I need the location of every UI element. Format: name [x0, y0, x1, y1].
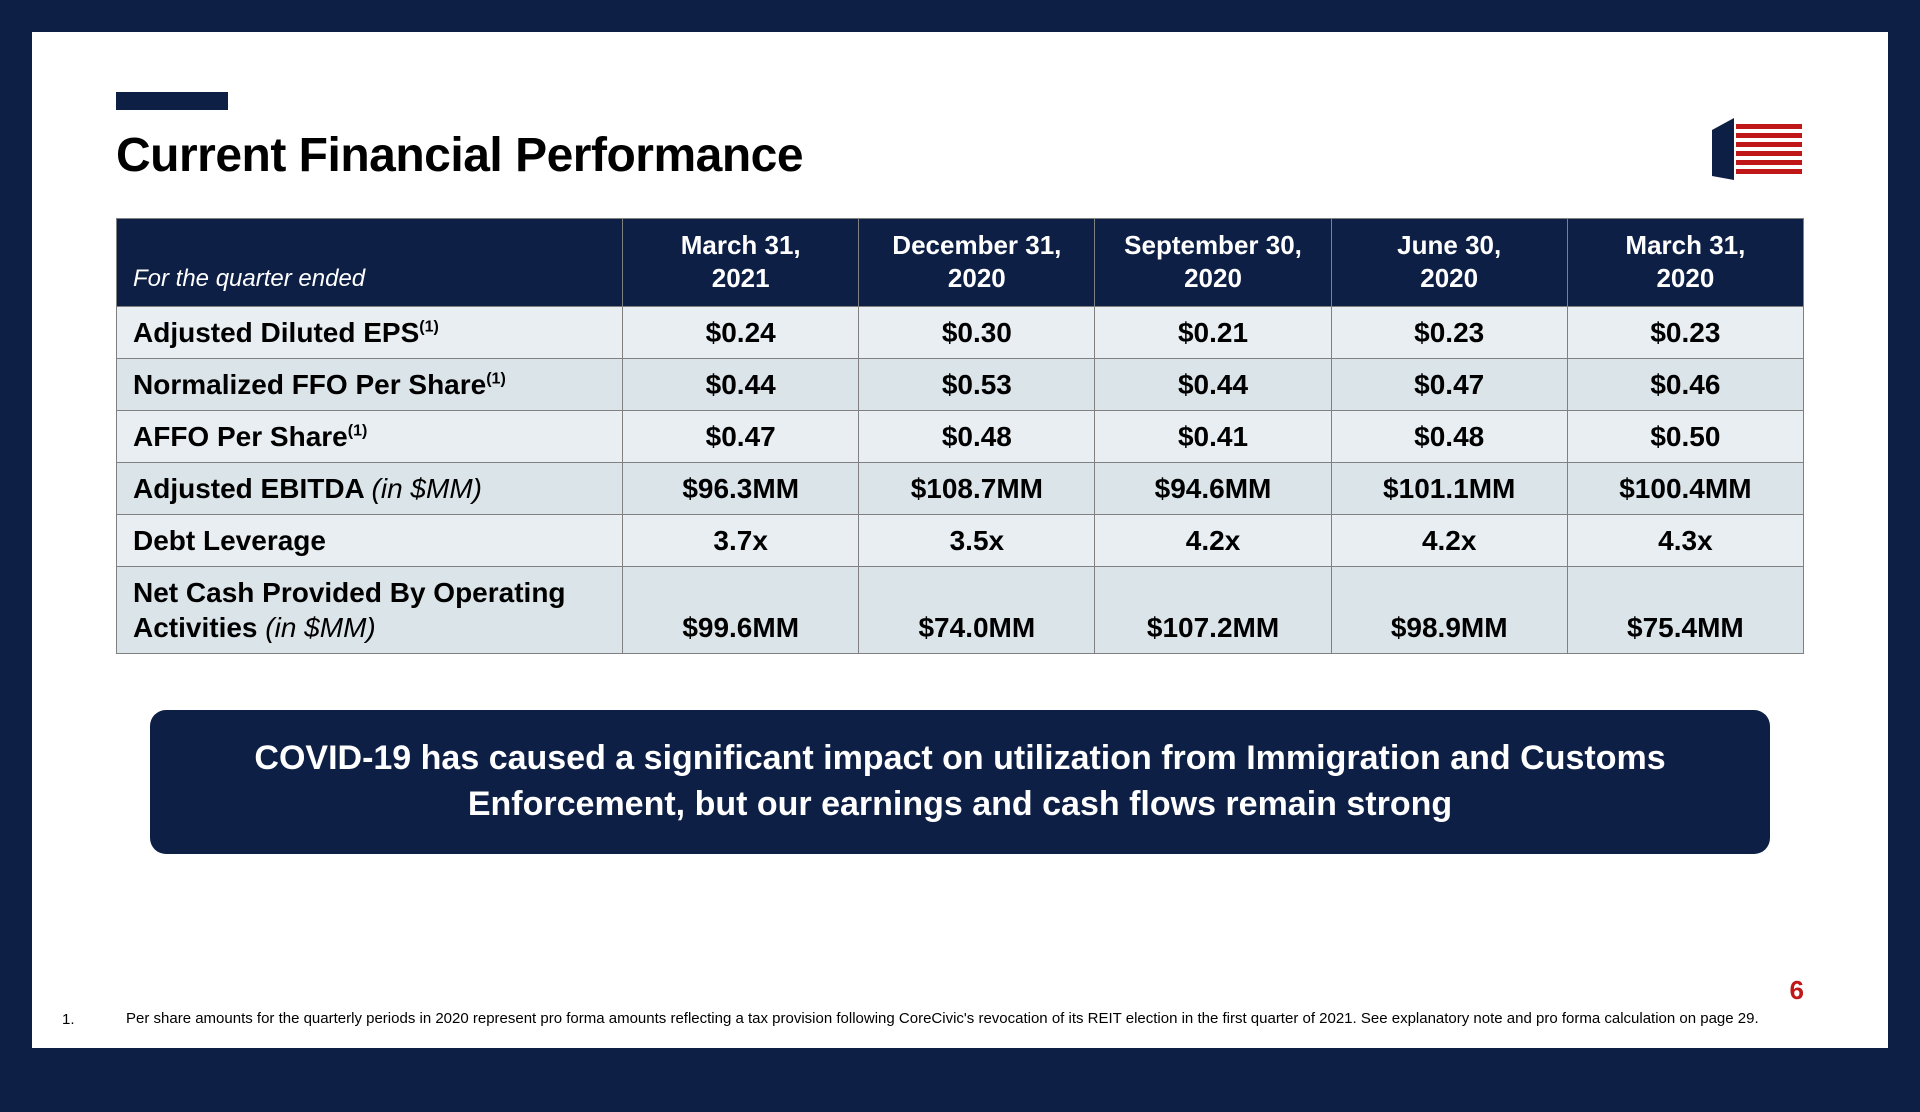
cell: $98.9MM: [1331, 567, 1567, 654]
accent-bar: [116, 92, 228, 110]
table-row: Net Cash Provided By Operating Activitie…: [117, 567, 1804, 654]
slide: Current Financial Performance For the q: [32, 32, 1888, 1048]
col-header: March 31,2021: [623, 219, 859, 307]
cell: $108.7MM: [859, 463, 1095, 515]
footnote-text: Per share amounts for the quarterly peri…: [126, 1010, 1804, 1028]
cell: $100.4MM: [1567, 463, 1803, 515]
cell: $0.44: [623, 359, 859, 411]
row-label: AFFO Per Share(1): [117, 411, 623, 463]
cell: $0.46: [1567, 359, 1803, 411]
col-header: December 31,2020: [859, 219, 1095, 307]
page-number: 6: [1790, 975, 1804, 1006]
cell: $0.30: [859, 307, 1095, 359]
slide-title: Current Financial Performance: [116, 128, 803, 183]
table-header-row: For the quarter ended March 31,2021 Dece…: [117, 219, 1804, 307]
col-header: March 31,2020: [1567, 219, 1803, 307]
financial-table: For the quarter ended March 31,2021 Dece…: [116, 218, 1804, 654]
cell: $0.48: [1331, 411, 1567, 463]
cell: $0.21: [1095, 307, 1331, 359]
table-row: Normalized FFO Per Share(1)$0.44$0.53$0.…: [117, 359, 1804, 411]
row-label: Net Cash Provided By Operating Activitie…: [117, 567, 623, 654]
cell: $101.1MM: [1331, 463, 1567, 515]
table-row: Debt Leverage3.7x3.5x4.2x4.2x4.3x: [117, 515, 1804, 567]
cell: $94.6MM: [1095, 463, 1331, 515]
table-corner-label: For the quarter ended: [117, 219, 623, 307]
col-header: September 30,2020: [1095, 219, 1331, 307]
footnote: 1. Per share amounts for the quarterly p…: [62, 1010, 1804, 1028]
cell: $0.23: [1567, 307, 1803, 359]
cell: $107.2MM: [1095, 567, 1331, 654]
col-header: June 30,2020: [1331, 219, 1567, 307]
cell: $0.41: [1095, 411, 1331, 463]
cell: $0.48: [859, 411, 1095, 463]
cell: 4.3x: [1567, 515, 1803, 567]
table-row: Adjusted EBITDA (in $MM)$96.3MM$108.7MM$…: [117, 463, 1804, 515]
cell: $0.44: [1095, 359, 1331, 411]
cell: $74.0MM: [859, 567, 1095, 654]
cell: $0.47: [623, 411, 859, 463]
title-row: Current Financial Performance: [116, 128, 1804, 184]
footnote-number: 1.: [62, 1011, 86, 1028]
cell: 4.2x: [1331, 515, 1567, 567]
cell: 3.5x: [859, 515, 1095, 567]
row-label: Adjusted EBITDA (in $MM): [117, 463, 623, 515]
cell: $0.50: [1567, 411, 1803, 463]
row-label: Normalized FFO Per Share(1): [117, 359, 623, 411]
company-logo-icon: [1712, 118, 1804, 184]
cell: $96.3MM: [623, 463, 859, 515]
row-label: Adjusted Diluted EPS(1): [117, 307, 623, 359]
cell: $99.6MM: [623, 567, 859, 654]
cell: 3.7x: [623, 515, 859, 567]
table-row: Adjusted Diluted EPS(1)$0.24$0.30$0.21$0…: [117, 307, 1804, 359]
callout-banner: COVID-19 has caused a significant impact…: [150, 710, 1770, 854]
cell: $0.53: [859, 359, 1095, 411]
table-row: AFFO Per Share(1)$0.47$0.48$0.41$0.48$0.…: [117, 411, 1804, 463]
cell: $75.4MM: [1567, 567, 1803, 654]
row-label: Debt Leverage: [117, 515, 623, 567]
table-body: Adjusted Diluted EPS(1)$0.24$0.30$0.21$0…: [117, 307, 1804, 654]
cell: $0.47: [1331, 359, 1567, 411]
cell: $0.23: [1331, 307, 1567, 359]
cell: $0.24: [623, 307, 859, 359]
cell: 4.2x: [1095, 515, 1331, 567]
